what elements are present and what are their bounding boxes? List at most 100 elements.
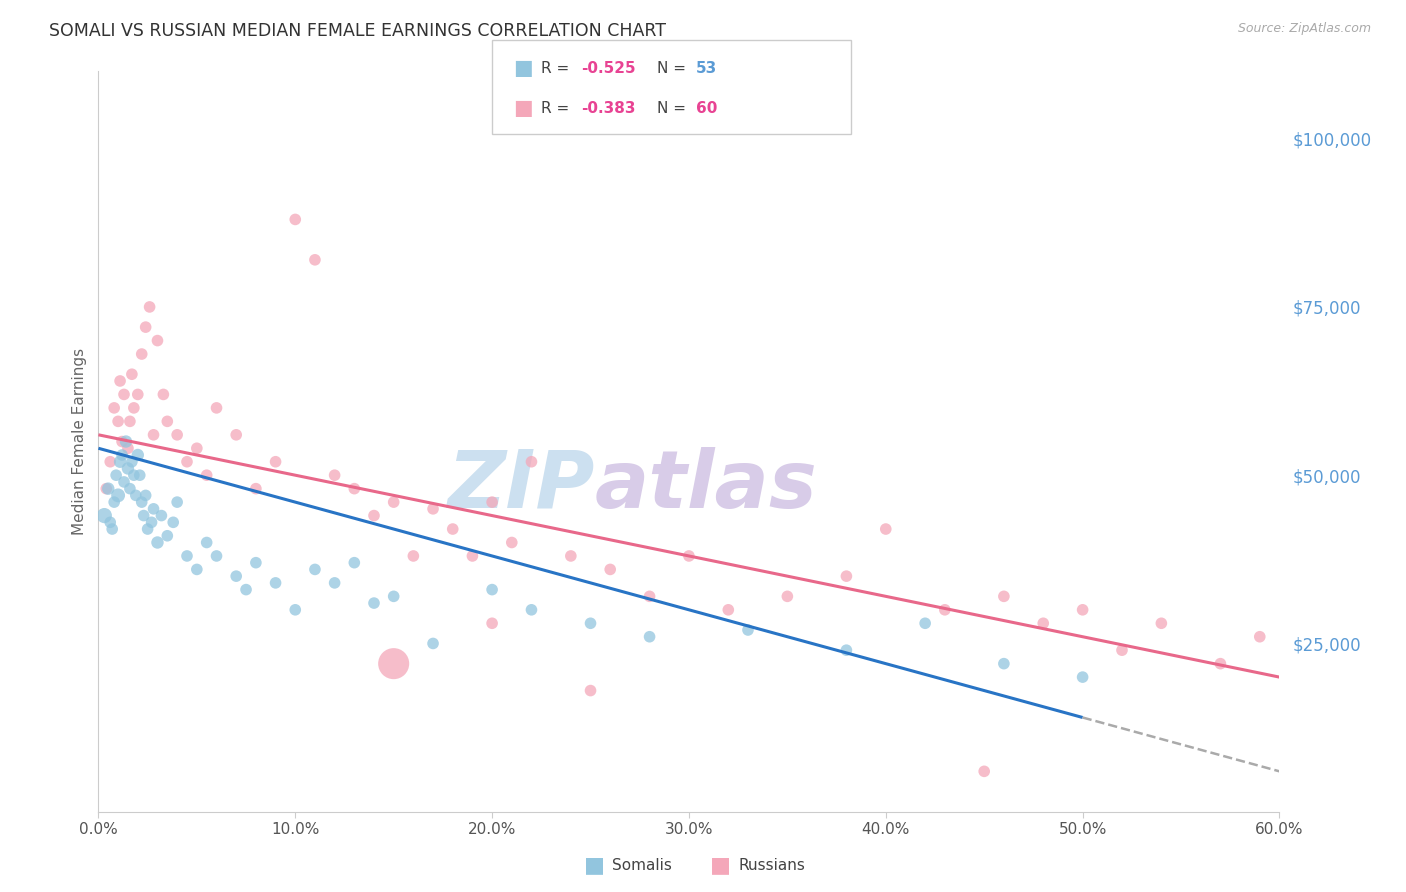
Point (225, 569, 247, 583)
Point (150, 508, 173, 523)
Text: 53: 53 (696, 61, 717, 76)
Point (363, 596, 385, 610)
Point (1071, 670, 1094, 684)
Point (717, 603, 740, 617)
Point (560, 549, 582, 563)
Point (186, 562, 208, 576)
Point (107, 488, 129, 502)
Point (737, 623, 759, 637)
Point (112, 387, 135, 401)
Point (103, 401, 125, 415)
Point (481, 495, 503, 509)
Point (195, 468, 218, 483)
Point (105, 468, 128, 483)
Point (162, 516, 184, 530)
Point (156, 414, 179, 428)
Text: -0.525: -0.525 (581, 61, 636, 76)
Point (264, 575, 287, 590)
Text: N =: N = (657, 101, 690, 116)
Point (284, 603, 307, 617)
Point (343, 482, 366, 496)
Point (97, 482, 120, 496)
Point (934, 603, 956, 617)
Point (520, 455, 543, 469)
Point (141, 516, 163, 530)
Point (176, 455, 198, 469)
Point (225, 427, 247, 442)
Point (304, 252, 326, 267)
Point (1249, 630, 1271, 644)
Text: Somalis: Somalis (612, 858, 672, 872)
Point (205, 549, 228, 563)
Point (118, 414, 141, 428)
Point (501, 535, 523, 549)
Point (245, 482, 267, 496)
Point (235, 582, 257, 597)
Text: ■: ■ (583, 855, 605, 875)
Point (152, 387, 174, 401)
Point (176, 549, 198, 563)
Point (121, 368, 143, 382)
Text: ■: ■ (513, 58, 533, 78)
Point (117, 442, 139, 456)
Point (875, 522, 897, 536)
Point (638, 630, 661, 644)
Point (363, 508, 385, 523)
Point (107, 414, 129, 428)
Point (264, 455, 287, 469)
Point (973, 764, 995, 779)
Point (1071, 603, 1094, 617)
Point (579, 616, 602, 631)
Point (127, 448, 149, 462)
Point (993, 590, 1015, 604)
Point (98, 516, 121, 530)
Point (382, 495, 405, 509)
Point (284, 212, 307, 227)
Point (1032, 616, 1054, 631)
Point (115, 434, 138, 449)
Text: ■: ■ (513, 98, 533, 118)
Point (481, 616, 503, 631)
Point (776, 590, 799, 604)
Point (121, 455, 143, 469)
Text: ■: ■ (710, 855, 731, 875)
Point (93, 508, 115, 523)
Text: -0.383: -0.383 (581, 101, 636, 116)
Text: Source: ZipAtlas.com: Source: ZipAtlas.com (1237, 22, 1371, 36)
Point (142, 427, 165, 442)
Point (166, 427, 188, 442)
Point (122, 468, 145, 483)
Point (136, 522, 159, 536)
Point (156, 529, 179, 543)
Point (146, 535, 169, 549)
Y-axis label: Median Female Earnings: Median Female Earnings (72, 348, 87, 535)
Point (520, 603, 543, 617)
Point (122, 401, 145, 415)
Point (135, 320, 157, 334)
Point (914, 616, 936, 631)
Point (125, 488, 148, 502)
Point (111, 434, 134, 449)
Point (835, 569, 858, 583)
Point (343, 556, 366, 570)
Point (132, 508, 155, 523)
Point (108, 374, 131, 388)
Point (135, 488, 157, 502)
Point (101, 522, 124, 536)
Text: R =: R = (541, 101, 575, 116)
Point (98, 455, 121, 469)
Point (245, 556, 267, 570)
Point (1111, 643, 1133, 657)
Point (142, 501, 165, 516)
Point (131, 347, 153, 361)
Point (579, 683, 602, 698)
Text: atlas: atlas (595, 447, 817, 525)
Point (481, 582, 503, 597)
Point (205, 401, 228, 415)
Point (323, 468, 346, 483)
Point (131, 495, 153, 509)
Text: SOMALI VS RUSSIAN MEDIAN FEMALE EARNINGS CORRELATION CHART: SOMALI VS RUSSIAN MEDIAN FEMALE EARNINGS… (49, 22, 666, 40)
Text: N =: N = (657, 61, 690, 76)
Text: Russians: Russians (738, 858, 806, 872)
Point (382, 590, 405, 604)
